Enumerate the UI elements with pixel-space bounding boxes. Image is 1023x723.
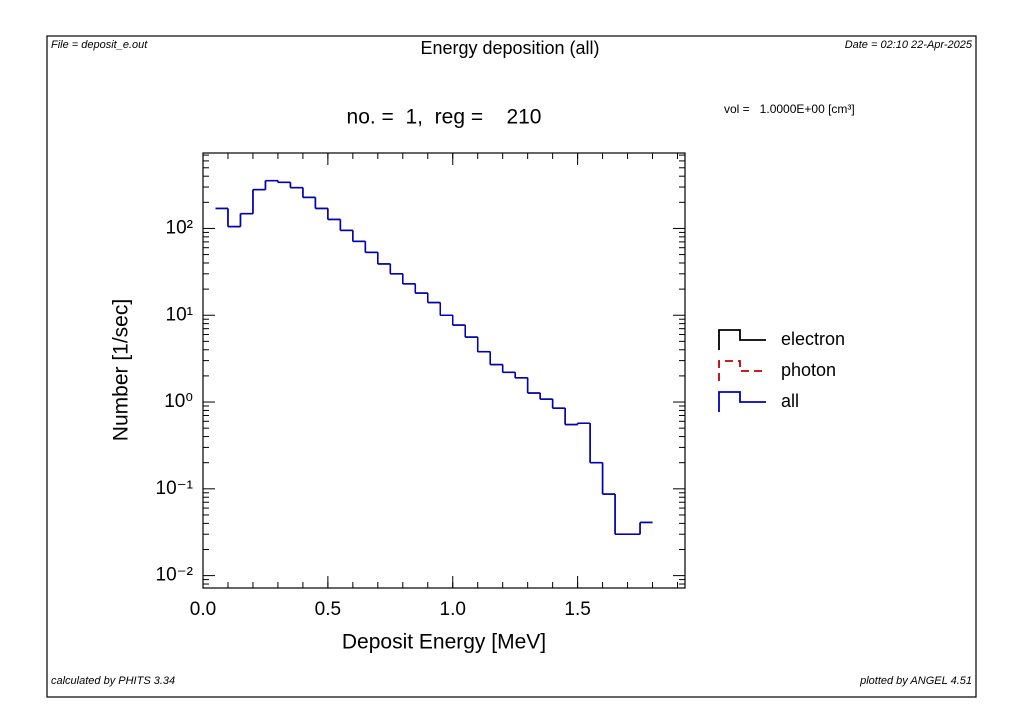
x-tick-label: 1.0 xyxy=(440,599,466,620)
footer-left: calculated by PHITS 3.34 xyxy=(51,675,175,687)
plot-area xyxy=(202,152,686,589)
legend-swatch xyxy=(718,360,766,381)
y-tick-label: 10⁻² xyxy=(156,565,194,586)
x-axis-label: Deposit Energy [MeV] xyxy=(342,631,546,654)
legend-swatch xyxy=(718,329,766,350)
legend-label: electron xyxy=(781,329,845,349)
y-tick-label: 10¹ xyxy=(166,304,193,325)
y-tick-label: 10⁻¹ xyxy=(156,478,194,499)
legend-label: photon xyxy=(781,360,836,380)
x-tick-label: 1.5 xyxy=(564,599,590,620)
x-tick-label: 0.5 xyxy=(315,599,341,620)
y-tick-label: 10⁰ xyxy=(164,391,193,412)
x-tick-label: 0.0 xyxy=(190,599,216,620)
file-label: File = deposit_e.out xyxy=(51,39,148,51)
chart-title: Energy deposition (all) xyxy=(420,38,599,58)
y-tick-label: 10² xyxy=(166,217,193,238)
legend-swatch xyxy=(718,391,766,412)
subtitle: no. = 1, reg = 210 xyxy=(347,106,542,129)
volume-label: vol = 1.0000E+00 [cm³] xyxy=(724,102,855,116)
legend-label: all xyxy=(781,391,799,411)
date-label: Date = 02:10 22-Apr-2025 xyxy=(845,39,973,51)
footer-right: plotted by ANGEL 4.51 xyxy=(859,675,972,687)
y-axis-label: Number [1/sec] xyxy=(110,299,133,441)
frame xyxy=(46,35,977,698)
